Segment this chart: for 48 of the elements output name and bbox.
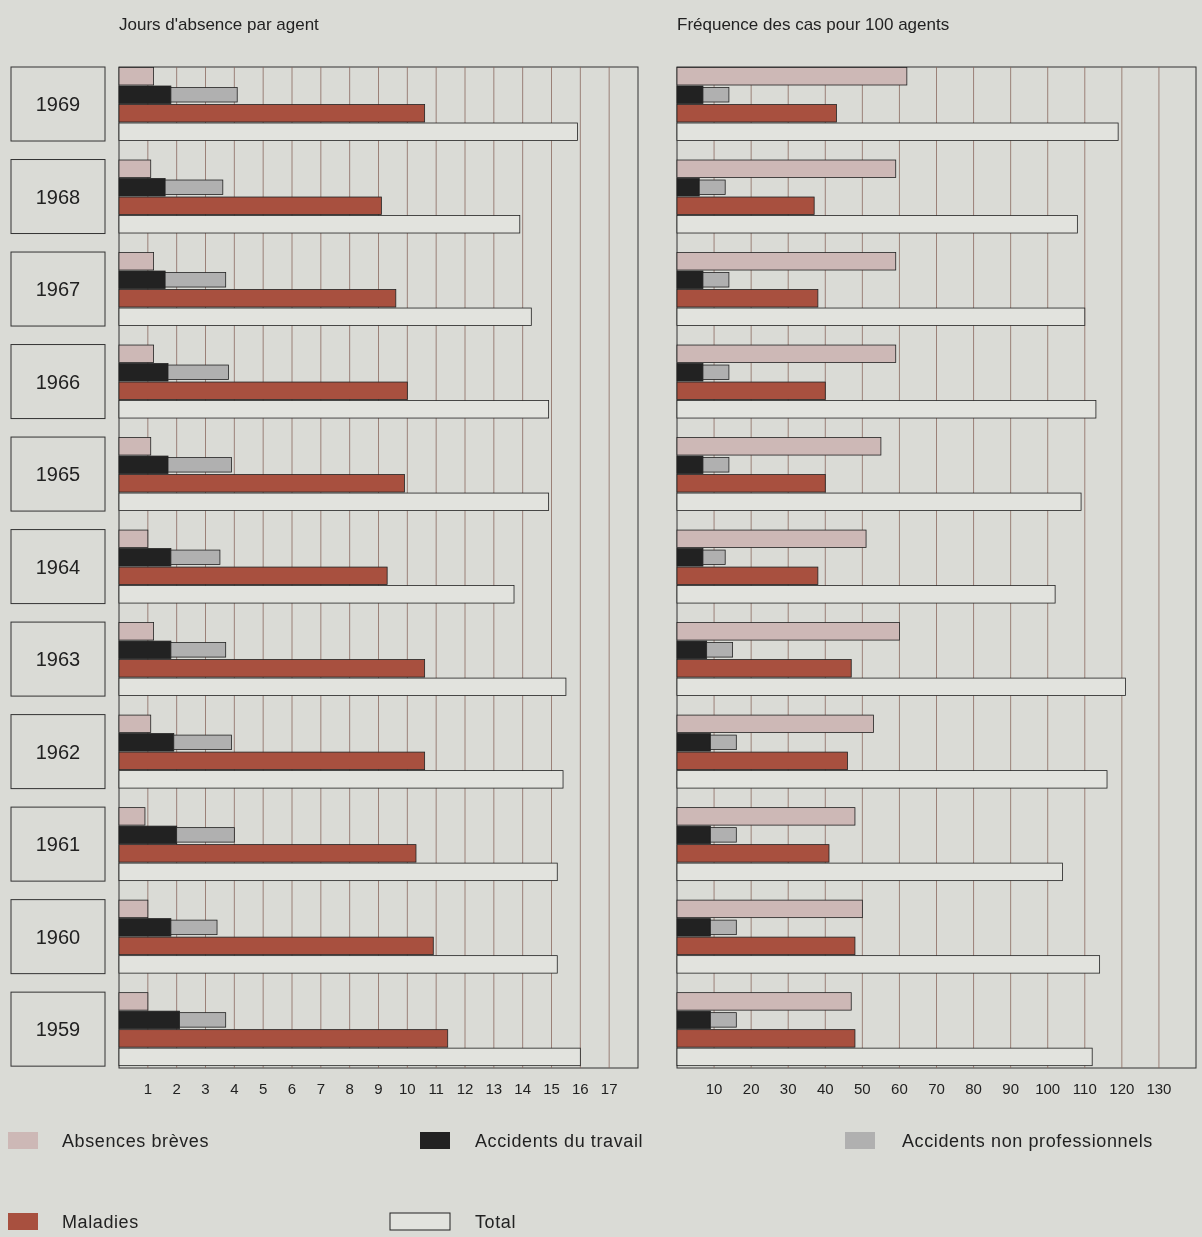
- y-tick-label: 1960: [35, 925, 81, 948]
- y-tick-label: 1966: [35, 370, 81, 393]
- legend-label: Accidents du travail: [475, 1131, 644, 1151]
- x-tick-label: 1: [143, 1080, 153, 1097]
- x-tick-label: 60: [891, 1080, 908, 1097]
- x-tick-label: 7: [316, 1080, 326, 1097]
- x-tick-label: 6: [287, 1080, 297, 1097]
- chart-title: Fréquence des cas pour 100 agents: [677, 15, 950, 34]
- x-tick-label: 12: [456, 1080, 474, 1097]
- y-tick-label: 1963: [35, 648, 81, 671]
- x-tick-label: 8: [345, 1080, 354, 1097]
- x-tick-label: 120: [1109, 1080, 1135, 1097]
- x-tick-label: 11: [428, 1080, 444, 1097]
- x-tick-label: 15: [543, 1080, 560, 1097]
- legend-label: Accidents non professionnels: [902, 1131, 1153, 1151]
- y-tick-label: 1961: [35, 833, 81, 856]
- y-tick-label: 1967: [35, 278, 81, 301]
- chart-title: Jours d'absence par agent: [119, 15, 320, 34]
- x-tick-label: 3: [201, 1080, 210, 1097]
- x-tick-label: 70: [928, 1080, 945, 1097]
- x-tick-label: 14: [514, 1080, 532, 1097]
- x-tick-label: 5: [258, 1080, 268, 1097]
- x-tick-label: 10: [398, 1080, 416, 1097]
- x-tick-label: 110: [1072, 1080, 1097, 1097]
- x-tick-label: 80: [965, 1080, 982, 1097]
- x-tick-label: 13: [485, 1080, 503, 1097]
- y-tick-label: 1962: [35, 740, 81, 763]
- x-tick-label: 10: [705, 1080, 723, 1097]
- x-tick-label: 4: [230, 1080, 239, 1097]
- x-tick-label: 100: [1035, 1080, 1061, 1097]
- x-tick-label: 50: [854, 1080, 871, 1097]
- legend-label: Maladies: [62, 1212, 139, 1232]
- x-tick-label: 30: [779, 1080, 797, 1097]
- x-tick-label: 2: [172, 1080, 181, 1097]
- legend-label: Total: [475, 1212, 517, 1232]
- x-tick-label: 9: [374, 1080, 383, 1097]
- legend-label: Absences brèves: [62, 1131, 210, 1151]
- x-tick-label: 20: [742, 1080, 760, 1097]
- x-tick-label: 90: [1002, 1080, 1019, 1097]
- y-tick-label: 1965: [35, 463, 81, 486]
- y-tick-label: 1959: [35, 1018, 81, 1041]
- x-tick-label: 130: [1146, 1080, 1172, 1097]
- y-tick-label: 1968: [35, 185, 81, 208]
- x-tick-label: 40: [816, 1080, 834, 1097]
- x-tick-label: 16: [571, 1080, 589, 1097]
- x-tick-label: 17: [600, 1080, 618, 1097]
- y-tick-label: 1969: [35, 93, 81, 116]
- y-tick-label: 1964: [35, 555, 81, 578]
